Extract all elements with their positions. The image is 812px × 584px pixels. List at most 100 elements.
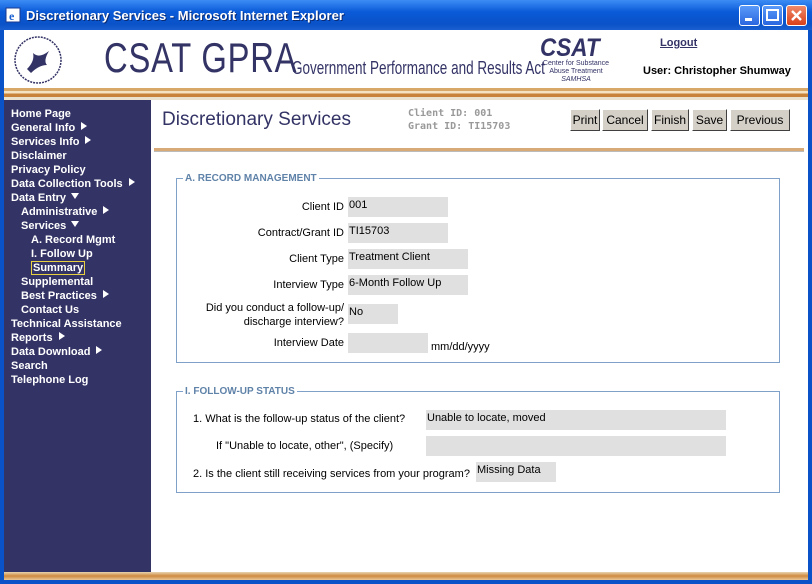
submenu-arrow [128, 178, 135, 186]
nav-label[interactable]: Data Entry [11, 192, 67, 204]
submenu-arrow [81, 122, 88, 130]
nav-item[interactable]: A. Record Mgmt [31, 233, 115, 247]
field-value: Missing Data [476, 462, 556, 482]
print-button[interactable]: Print [570, 109, 600, 131]
nav-item[interactable]: Best Practices [21, 289, 111, 303]
footer-stripe [4, 572, 808, 580]
logo-line: Center for Substance [542, 60, 610, 67]
finish-button[interactable]: Finish [651, 109, 689, 131]
nav-label[interactable]: Summary [31, 261, 86, 275]
window-frame [0, 30, 4, 584]
submenu-arrow [85, 136, 92, 144]
nav-item[interactable]: Disclaimer [11, 149, 67, 163]
field-label: Client ID [301, 201, 344, 213]
field-label: Interview Type [273, 279, 344, 291]
nav-item[interactable]: Contact Us [21, 303, 79, 317]
page-title: Discretionary Services [162, 109, 351, 130]
field-value: 6-Month Follow Up [348, 275, 468, 295]
ie-icon: e [5, 7, 21, 23]
nav-label[interactable]: Contact Us [21, 304, 80, 316]
window-frame [0, 580, 812, 584]
nav-label[interactable]: Data Download [11, 346, 91, 358]
label-line: discharge interview? [243, 316, 344, 328]
nav-item[interactable]: Home Page [11, 107, 71, 121]
nav-item[interactable]: Supplemental [21, 275, 93, 289]
submenu-arrow [103, 206, 110, 214]
nav-label[interactable]: Search [11, 360, 48, 372]
save-button[interactable]: Save [692, 109, 727, 131]
nav-label[interactable]: Home Page [11, 108, 71, 120]
nav-label[interactable]: Supplemental [21, 276, 94, 288]
logo-line: Abuse Treatment [549, 68, 603, 75]
nav-label[interactable]: A. Record Mgmt [31, 234, 116, 246]
nav-item[interactable]: Summary [31, 261, 86, 275]
field-value: Unable to locate, moved [426, 410, 726, 430]
submenu-arrow [71, 221, 80, 227]
close-button[interactable] [786, 5, 807, 26]
header-subtitle: Government Performance and Results Act [292, 58, 545, 78]
record-management-section: A. RECORD MANAGEMENT [176, 173, 780, 363]
submenu-arrow [71, 193, 80, 199]
cancel-button[interactable]: Cancel [602, 109, 648, 131]
header-stripe [4, 88, 808, 100]
field-value: 001 [348, 197, 448, 217]
nav-item[interactable]: General Info [11, 121, 89, 135]
previous-button[interactable]: Previous [730, 109, 790, 131]
nav-item[interactable]: Data Entry [11, 191, 80, 205]
submenu-arrow [58, 332, 65, 340]
nav-item[interactable]: Administrative [21, 205, 111, 219]
logout-link[interactable]: Logout [660, 37, 698, 49]
field-value: No [348, 304, 398, 324]
field-label: 2. Is the client still receiving service… [193, 468, 470, 480]
field-label: Interview Date [273, 337, 344, 349]
nav-item[interactable]: Search [11, 359, 48, 373]
date-input[interactable] [348, 333, 428, 353]
hhs-logo [14, 36, 62, 84]
nav-label[interactable]: General Info [11, 122, 76, 134]
logo-line: SAMHSA [561, 76, 591, 83]
window-title: Discretionary Services - Microsoft Inter… [26, 8, 344, 23]
nav-label[interactable]: Disclaimer [11, 150, 67, 162]
title-bar [0, 0, 812, 30]
field-label: Contract/Grant ID [257, 227, 344, 239]
nav-label[interactable]: Services Info [11, 136, 80, 148]
nav-label[interactable]: Reports [11, 332, 53, 344]
grant-id: Grant ID: TI15703 [408, 121, 511, 132]
svg-text:e: e [9, 9, 15, 23]
field-label: Did you conduct a follow-up/ discharge i… [206, 301, 344, 329]
section-legend: I. FOLLOW-UP STATUS [185, 386, 295, 397]
minimize-button[interactable] [739, 5, 760, 26]
field-label: Client Type [289, 253, 344, 265]
label-line: Did you conduct a follow-up/ [205, 302, 344, 314]
nav-label[interactable]: Administrative [21, 206, 98, 218]
nav-item[interactable]: Telephone Log [11, 373, 88, 387]
header-title: CSAT GPRA [104, 34, 298, 81]
nav-label[interactable]: Best Practices [21, 290, 97, 302]
submenu-arrow [102, 290, 109, 298]
nav-item[interactable]: Reports [11, 331, 67, 345]
nav-label[interactable]: Technical Assistance [11, 318, 122, 330]
nav-panel [4, 100, 151, 572]
nav-item[interactable]: Technical Assistance [11, 317, 122, 331]
nav-item[interactable]: Services Info [11, 135, 93, 149]
date-hint: mm/dd/yyyy [431, 341, 490, 353]
section-legend: A. RECORD MANAGEMENT [185, 173, 317, 184]
nav-item[interactable]: Services [21, 219, 80, 233]
nav-label[interactable]: Data Collection Tools [11, 178, 123, 190]
csat-logo: CSAT [540, 34, 600, 62]
field-label: If "Unable to locate, other", (Specify) [216, 440, 394, 452]
maximize-button[interactable] [762, 5, 783, 26]
header-rule [154, 148, 804, 152]
nav-label[interactable]: Telephone Log [11, 374, 89, 386]
nav-label[interactable]: Privacy Policy [11, 164, 86, 176]
nav-label[interactable]: Services [21, 220, 67, 232]
nav-label[interactable]: I. Follow Up [31, 248, 93, 260]
csat-logo-text: Center for Substance Abuse Treatment SAM… [536, 60, 616, 84]
specify-input[interactable] [426, 436, 726, 456]
nav-item[interactable]: Data Download [11, 345, 104, 359]
nav-item[interactable]: Privacy Policy [11, 163, 86, 177]
nav-item[interactable]: Data Collection Tools [11, 177, 137, 191]
follow-up-section: I. FOLLOW-UP STATUS [176, 386, 780, 493]
nav-item[interactable]: I. Follow Up [31, 247, 93, 261]
